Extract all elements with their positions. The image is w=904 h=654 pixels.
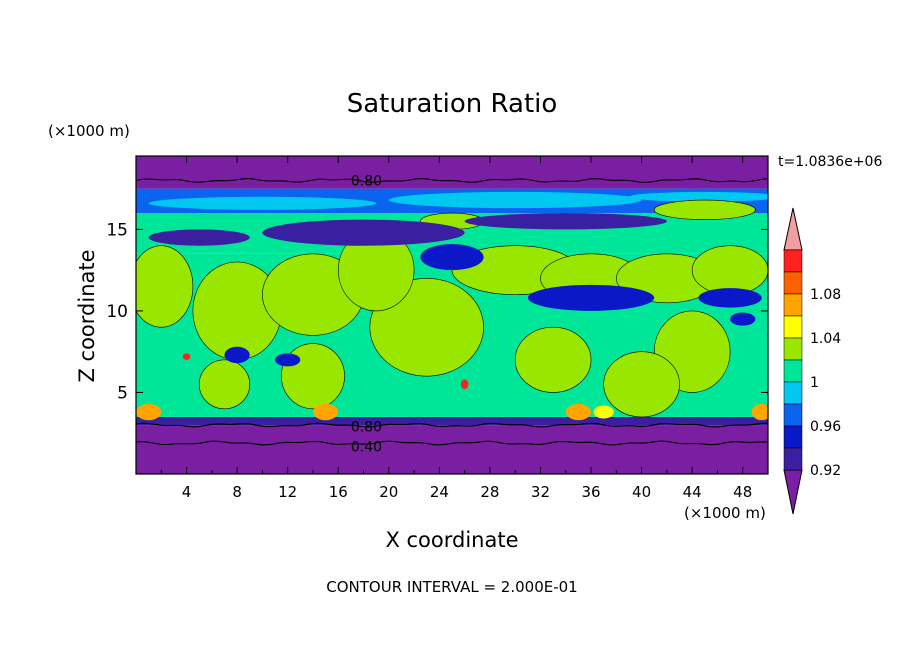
saturated-region-0	[136, 245, 194, 328]
saturated-region-11	[281, 343, 345, 410]
dry-pocket-2	[698, 288, 762, 308]
saturated-region-12	[603, 351, 680, 418]
x-tick-label-4: 20	[379, 483, 398, 501]
colorbar-bottom-triangle	[783, 469, 803, 515]
moist-spot-5	[460, 379, 469, 390]
field-band-top	[136, 156, 768, 189]
field-band-uniform_low	[136, 425, 768, 474]
dry-pocket-0	[420, 244, 484, 271]
dry-pocket-1	[527, 284, 655, 311]
x-unit-label: (×1000 m)	[684, 504, 766, 522]
saturated-region-8	[691, 245, 768, 295]
contour-line-0	[136, 177, 768, 183]
colorbar-swatch-3	[783, 315, 803, 339]
colorbar-swatch-4	[783, 337, 803, 361]
time-label: t=1.0836e+06	[778, 154, 882, 170]
cyan-band-2	[628, 191, 768, 202]
contour-label-1: 0.80	[351, 420, 382, 436]
x-tick-label-3: 16	[329, 483, 348, 501]
y-axis-label: Z coordinate	[75, 249, 99, 382]
colorbar-swatch-8	[783, 425, 803, 449]
moist-spot-4	[593, 405, 614, 419]
x-tick-label-11: 48	[733, 483, 752, 501]
contour-label-2: 0.40	[351, 439, 382, 455]
moist-spot-6	[182, 353, 191, 360]
colorbar-top-triangle	[783, 207, 803, 251]
dry-pocket-3	[262, 219, 465, 246]
y-axis: 5 10 15	[106, 220, 768, 403]
x-tick-label-1: 8	[232, 483, 242, 501]
colorbar-swatch-7	[783, 403, 803, 427]
colorbar-swatch-2	[783, 293, 803, 317]
x-axis-label: X coordinate	[385, 528, 518, 552]
colorbar-swatch-6	[783, 381, 803, 405]
dry-pocket-8	[730, 312, 756, 326]
x-tick-label-10: 44	[683, 483, 702, 501]
plot-area	[136, 156, 768, 474]
y-tick-label-0: 5	[117, 383, 128, 403]
colorbar-label-1: 1.04	[810, 331, 841, 347]
x-tick-label-2: 12	[278, 483, 297, 501]
dry-pocket-4	[464, 213, 667, 230]
colorbar-swatch-5	[783, 359, 803, 383]
plot-frame	[135, 155, 769, 475]
contour-line-2	[136, 440, 768, 446]
cyan-band-0	[148, 196, 377, 210]
x-tick-label-5: 24	[430, 483, 449, 501]
colorbar-label-2: 1	[810, 375, 819, 391]
contour-label-0: 0.80	[351, 173, 382, 189]
colorbar: 1.08 1.04 1 0.96 0.92	[783, 207, 841, 515]
saturated-region-14	[653, 199, 756, 220]
moist-spot-0	[136, 403, 162, 421]
field-band-surface_layer	[136, 416, 768, 426]
moist-spot-3	[751, 403, 768, 421]
y-tick-label-1: 10	[106, 302, 128, 322]
y-unit-label: (×1000 m)	[48, 122, 130, 140]
colorbar-swatch-9	[783, 447, 803, 471]
moist-spot-1	[312, 403, 339, 421]
colorbar-label-0: 1.08	[810, 287, 841, 303]
dry-pocket-6	[224, 346, 250, 364]
colorbar-swatch-1	[783, 271, 803, 295]
y-tick-label-2: 15	[106, 220, 128, 240]
x-tick-label-0: 4	[182, 483, 192, 501]
x-tick-label-9: 40	[632, 483, 651, 501]
saturated-region-13	[198, 359, 251, 410]
contour-line-1	[136, 422, 768, 428]
x-axis: 4 8 12 16 20 24 28 32 36 40 44 48	[160, 156, 752, 501]
colorbar-label-4: 0.92	[810, 463, 841, 479]
contour-lines	[136, 177, 768, 446]
cyan-band-1	[388, 191, 642, 209]
x-tick-label-6: 28	[480, 483, 499, 501]
moist-spot-2	[565, 403, 592, 421]
chart-title: Saturation Ratio	[347, 89, 558, 119]
colorbar-swatch-0	[783, 249, 803, 273]
contour-labels: 0.80 0.80 0.40	[351, 173, 382, 455]
x-tick-label-7: 32	[531, 483, 550, 501]
dry-pocket-5	[148, 229, 250, 246]
saturated-region-9	[514, 326, 592, 393]
x-tick-label-8: 36	[581, 483, 600, 501]
colorbar-label-3: 0.96	[810, 419, 841, 435]
dry-pocket-7	[275, 353, 301, 367]
contour-interval-footer: CONTOUR INTERVAL = 2.000E-01	[326, 578, 577, 596]
